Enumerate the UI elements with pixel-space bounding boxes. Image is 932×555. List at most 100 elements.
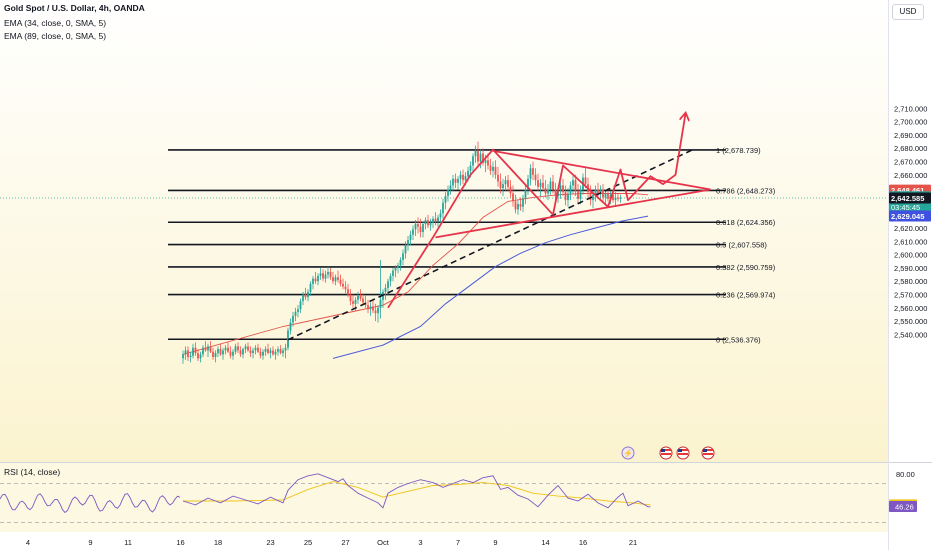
price-tick-label: 2,710.000 [894,104,927,113]
candle-body [554,189,557,197]
us-flag-icon[interactable] [676,446,690,460]
fib-level-label: 0.236 (2,569.974) [716,291,776,300]
candle-body [289,322,292,331]
candle-body [612,194,614,201]
candle-body [502,184,504,189]
price-tick-label: 2,670.000 [894,158,927,167]
event-icons[interactable]: ⚡ [621,446,715,460]
candle-body [594,189,597,195]
candle-body [374,310,377,314]
candle-body [614,197,617,201]
candle-body [242,349,244,355]
candle-body [592,194,594,201]
candle-body [497,174,499,182]
time-tick-label: 4 [26,538,30,547]
time-tick-label: 9 [493,538,497,547]
dashed-trend-line [287,148,694,341]
candle-body [372,306,374,311]
candle-body [274,351,277,355]
candle-body [404,245,407,254]
candle-body [552,181,554,190]
candle-body [347,289,349,295]
candle-body [564,192,567,201]
candle-body [377,307,379,314]
currency-selector[interactable]: USD [892,4,924,20]
fib-level-label: 0.5 (2,607.558) [716,241,767,250]
candle-body [209,346,212,352]
candle-body [559,185,562,191]
time-tick-label: 25 [304,538,312,547]
candle-body [524,189,527,199]
time-tick-label: 16 [579,538,587,547]
candle-body [539,182,542,187]
price-tick-label: 2,570.000 [894,291,927,300]
svg-text:⚡: ⚡ [623,448,633,458]
ema-89-line [332,215,649,359]
candle-body [407,240,409,246]
rsi-legend[interactable]: RSI (14, close) [4,467,61,477]
candle-body [599,189,602,194]
candle-body [384,287,387,292]
candle-body [319,273,322,276]
candle-body [309,283,312,292]
price-tick-label: 2,580.000 [894,277,927,286]
rsi-badge [889,501,917,513]
candle-body [199,354,202,359]
candle-body [224,347,227,351]
candle-body [214,353,217,358]
us-flag-icon[interactable] [659,446,673,460]
candle-body [227,347,229,352]
candle-body [529,168,532,179]
candle-body [542,182,544,189]
fib-level-label: 0.382 (2,590.759) [716,263,776,272]
candle-body [337,277,339,280]
candle-body [462,174,464,181]
candle-body [297,309,299,312]
price-badge [889,192,931,204]
time-tick-label: 9 [88,538,92,547]
candle-body [249,350,252,354]
candle-body [514,201,517,210]
candle-body [327,271,329,275]
candle-body [537,180,539,187]
ema-89-legend[interactable]: EMA (89, close, 0, SMA, 5) [4,31,107,41]
candle-body [417,224,419,227]
us-flag-icon[interactable] [701,446,715,460]
candle-body [507,180,509,187]
candle-body [499,181,502,189]
price-badge-countdown: 03:45:45 [891,203,920,212]
candle-body [277,349,279,352]
candle-body [389,275,392,282]
candle-body [234,346,237,352]
lightning-icon[interactable]: ⚡ [621,446,635,460]
candle-body [504,180,507,185]
candle-body [324,274,327,279]
candle-body [409,234,412,241]
candle-body [469,165,472,171]
candle-body [397,265,399,268]
candle-body [512,193,514,202]
candle-body [219,349,222,355]
candle-body [182,354,184,359]
candle-body [304,294,307,298]
candle-body [517,204,519,210]
time-tick-label: 23 [266,538,274,547]
candle-body [489,165,492,171]
price-badge-label: 2,648.461 [891,186,924,195]
candle-body [312,278,314,284]
price-badge-label: 2,629.045 [891,212,924,221]
candle-body [339,279,342,284]
candle-body [487,160,489,166]
price-tick-label: 2,540.000 [894,330,927,339]
candle-body [292,315,294,323]
candle-body [427,220,429,226]
candle-body [189,355,192,358]
price-scale-background [888,0,932,550]
ema-34-legend[interactable]: EMA (34, close, 0, SMA, 5) [4,18,107,28]
candle-body [584,177,587,185]
candle-body [477,150,479,162]
rsi-tick-label: 80.00 [896,470,915,479]
main-pane-background [0,0,888,462]
